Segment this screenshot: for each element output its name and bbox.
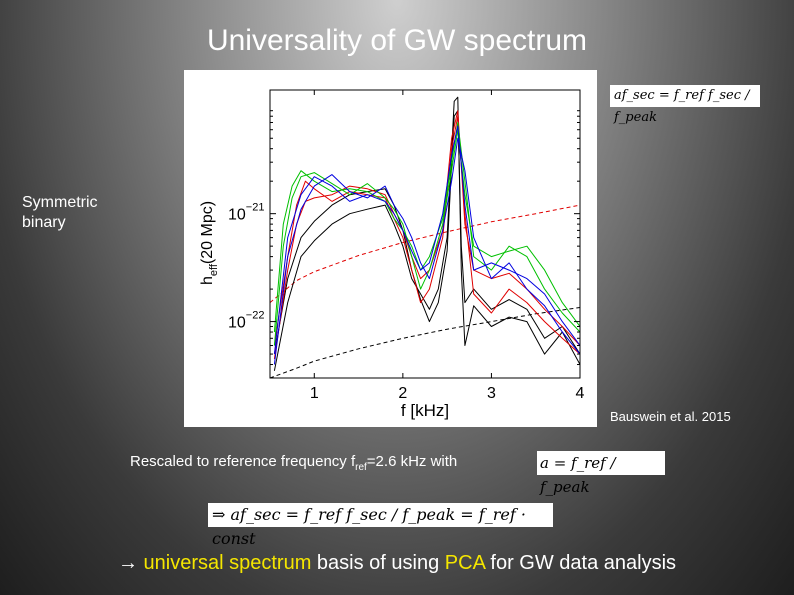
equation-top-right: af_sec = f_ref f_sec / f_peak bbox=[610, 85, 760, 125]
axis-ticks: 1 2 3 4 10−21 10−22 bbox=[228, 90, 585, 402]
y-tick-label-0: 10−21 bbox=[228, 202, 264, 224]
citation: Bauswein et al. 2015 bbox=[610, 409, 731, 424]
x-tick-label-4: 4 bbox=[576, 385, 585, 402]
bottom-mid: basis of using bbox=[311, 552, 445, 574]
noise-curves bbox=[270, 204, 580, 378]
x-tick-label-2: 2 bbox=[398, 385, 407, 402]
y-axis-label-sub: eff bbox=[208, 263, 220, 276]
x-tick-label-3: 3 bbox=[487, 385, 496, 402]
x-axis-label: f [kHz] bbox=[401, 401, 449, 420]
rescale-pre: Rescaled to reference frequency f bbox=[130, 453, 356, 470]
bottom-arrow: → bbox=[117, 552, 144, 574]
series-line-1 bbox=[273, 110, 580, 355]
y-axis-label: heff(20 Mpc) bbox=[199, 201, 220, 285]
series-line-6 bbox=[273, 125, 580, 355]
noise-curve-0 bbox=[270, 204, 580, 303]
highlight-pca: PCA bbox=[444, 552, 485, 574]
series-line-5 bbox=[273, 129, 580, 346]
y-axis-label-main: h bbox=[199, 276, 216, 285]
bottom-end: for GW data analysis bbox=[484, 552, 677, 574]
spectrum-chart: 1 2 3 4 10−21 10−22 f [kHz] heff(20 Mpc) bbox=[199, 89, 585, 420]
rescale-text: Rescaled to reference frequency fref=2.6… bbox=[130, 453, 457, 473]
series-lines bbox=[273, 96, 580, 371]
side-label: Symmetric binary bbox=[22, 194, 98, 231]
equation-a: a = f_ref / f_peak bbox=[537, 451, 665, 496]
y-tick-label-1: 10−22 bbox=[228, 310, 264, 332]
series-line-0 bbox=[273, 96, 580, 371]
series-line-4 bbox=[273, 122, 580, 333]
rescale-post: =2.6 kHz with bbox=[366, 453, 458, 470]
series-line-2 bbox=[273, 115, 580, 355]
series-line-7 bbox=[273, 137, 580, 365]
slide-title: Universality of GW spectrum bbox=[206, 24, 588, 57]
bottom-line: → universal spectrum basis of using PCA … bbox=[0, 552, 794, 575]
highlight-universal-spectrum: universal spectrum bbox=[143, 552, 312, 574]
plot-frame bbox=[269, 89, 581, 379]
y-axis-label-rest: (20 Mpc) bbox=[199, 201, 216, 264]
series-line-3 bbox=[273, 110, 580, 360]
x-tick-label-1: 1 bbox=[310, 385, 319, 402]
noise-curve-1 bbox=[270, 307, 580, 378]
chart-figure: 1 2 3 4 10−21 10−22 f [kHz] heff(20 Mpc) bbox=[184, 70, 597, 427]
equation-const: ⇒ af_sec = f_ref f_sec / f_peak = f_ref … bbox=[208, 503, 553, 548]
rescale-sub: ref bbox=[355, 462, 367, 473]
